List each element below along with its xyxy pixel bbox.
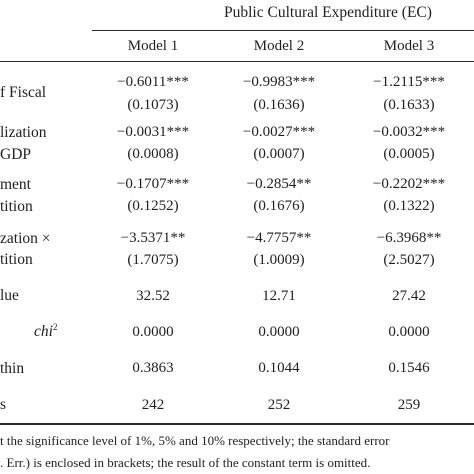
row-4-se-model-1: (1.7075)	[127, 252, 179, 268]
row-3-se-model-1: (0.1252)	[127, 198, 179, 214]
row-3-se-model-2: (0.1676)	[253, 198, 305, 214]
row-4-coef-model-3: −6.3968**	[376, 230, 442, 246]
row-1-se-model-1: (0.1073)	[127, 97, 179, 113]
model-3-header: Model 3	[383, 38, 435, 54]
stat-4-label: s	[0, 396, 7, 413]
stat-3-label: thin	[0, 360, 25, 377]
row-3-se-model-3: (0.1322)	[383, 198, 435, 214]
row-3-coef-model-3: −0.2202***	[372, 176, 446, 192]
row-4-coef-model-2: −4.7757**	[246, 230, 312, 246]
stat-1-model-1: 32.52	[136, 288, 170, 304]
row-2-label-line-1: lization	[0, 124, 47, 141]
model-2-header: Model 2	[253, 38, 305, 54]
row-4-se-model-2: (1.0009)	[253, 252, 305, 268]
group-header: Public Cultural Expenditure (EC)	[224, 4, 432, 21]
footnote-line-1: t the significance level of 1%, 5% and 1…	[0, 433, 390, 448]
footnote-line-2: . Err.) is enclosed in brackets; the res…	[0, 455, 371, 470]
stat-4-model-1: 242	[141, 397, 165, 413]
stat-1-model-3: 27.42	[392, 288, 426, 304]
row-1-label: f Fiscal	[0, 84, 47, 101]
stat-2-label-sup: 2	[52, 322, 58, 332]
row-1-coef-model-1: −0.6011***	[117, 74, 189, 90]
stat-2-model-2: 0.0000	[258, 324, 300, 340]
row-1-coef-model-2: −0.9983***	[242, 74, 316, 90]
model-1-header: Model 1	[127, 38, 179, 54]
group-header-rule	[92, 30, 474, 31]
row-3-coef-model-1: −0.1707***	[116, 176, 190, 192]
stat-1-label: lue	[0, 287, 19, 304]
stat-4-model-2: 252	[267, 397, 291, 413]
stat-4-model-3: 259	[397, 397, 421, 413]
stat-3-model-3: 0.1546	[388, 360, 430, 376]
table-bottom-rule	[0, 423, 474, 425]
stat-2-model-3: 0.0000	[388, 324, 430, 340]
row-2-se-model-3: (0.0005)	[383, 146, 435, 162]
row-1-se-model-2: (0.1636)	[253, 97, 305, 113]
row-2-se-model-2: (0.0007)	[253, 146, 305, 162]
row-3-label-line-1: ment	[0, 176, 31, 193]
stat-1-model-2: 12.71	[262, 288, 296, 304]
stat-3-model-1: 0.3863	[132, 360, 174, 376]
header-bottom-rule	[0, 61, 474, 62]
row-3-coef-model-2: −0.2854**	[246, 176, 312, 192]
row-2-label-line-2: GDP	[0, 146, 32, 163]
row-4-label-line-2: tition	[0, 251, 33, 268]
stat-2-model-1: 0.0000	[132, 324, 174, 340]
row-2-se-model-1: (0.0008)	[127, 146, 179, 162]
stat-3-model-2: 0.1044	[258, 360, 300, 376]
row-4-label-line-1: zation ×	[0, 230, 51, 247]
row-2-coef-model-1: −0.0031***	[116, 124, 190, 140]
row-1-coef-model-3: −1.2115***	[373, 74, 445, 90]
row-4-coef-model-1: −3.5371**	[120, 230, 186, 246]
row-3-label-line-2: tition	[0, 198, 33, 215]
row-4-se-model-3: (2.5027)	[383, 252, 435, 268]
row-2-coef-model-2: −0.0027***	[242, 124, 316, 140]
stat-2-label-text: chi	[34, 323, 53, 340]
stat-2-label: chi2	[34, 322, 57, 341]
row-2-coef-model-3: −0.0032***	[372, 124, 446, 140]
row-1-se-model-3: (0.1633)	[383, 97, 435, 113]
